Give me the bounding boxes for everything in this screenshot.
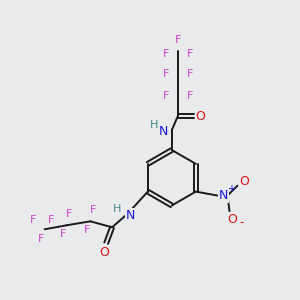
Text: O: O — [99, 245, 109, 259]
Text: F: F — [90, 206, 97, 215]
Text: N: N — [219, 189, 228, 202]
Text: F: F — [84, 225, 91, 235]
Text: F: F — [38, 234, 44, 244]
Text: O: O — [196, 110, 206, 123]
Text: H: H — [150, 120, 158, 130]
Text: F: F — [47, 215, 54, 225]
Text: O: O — [227, 213, 237, 226]
Text: O: O — [239, 175, 249, 188]
Text: N: N — [125, 209, 135, 222]
Text: F: F — [163, 69, 169, 79]
Text: F: F — [186, 91, 193, 100]
Text: N: N — [159, 125, 169, 138]
Text: -: - — [239, 216, 244, 229]
Text: F: F — [163, 49, 169, 59]
Text: F: F — [163, 91, 169, 100]
Text: F: F — [175, 35, 181, 45]
Text: F: F — [60, 229, 67, 239]
Text: F: F — [186, 69, 193, 79]
Text: F: F — [66, 209, 73, 219]
Text: +: + — [227, 184, 236, 194]
Text: F: F — [30, 215, 36, 225]
Text: H: H — [113, 204, 121, 214]
Text: F: F — [186, 49, 193, 59]
